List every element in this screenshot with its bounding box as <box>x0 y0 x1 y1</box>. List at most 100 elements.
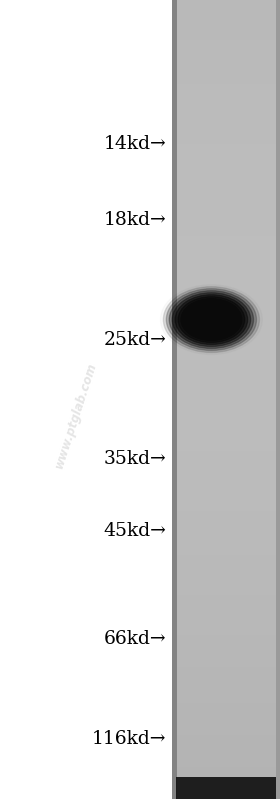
Bar <box>172 566 280 571</box>
Bar <box>172 255 280 260</box>
Bar <box>172 331 280 336</box>
Bar <box>172 367 280 372</box>
Bar <box>172 662 280 667</box>
Bar <box>172 119 280 124</box>
Bar <box>172 654 280 659</box>
Bar <box>172 475 280 479</box>
Ellipse shape <box>172 292 251 347</box>
Bar <box>172 339 280 344</box>
Bar <box>172 786 280 791</box>
Bar <box>172 347 280 352</box>
Bar <box>172 706 280 711</box>
Bar <box>172 319 280 324</box>
Bar <box>172 443 280 447</box>
Bar <box>172 99 280 104</box>
Bar <box>172 519 280 523</box>
Bar <box>172 415 280 419</box>
Bar <box>172 343 280 348</box>
Bar <box>172 207 280 212</box>
Bar <box>172 303 280 308</box>
Bar <box>172 171 280 176</box>
Bar <box>172 67 280 72</box>
Bar <box>172 463 280 467</box>
Bar <box>172 582 280 587</box>
Bar <box>172 163 280 168</box>
Bar <box>172 275 280 280</box>
Bar <box>172 439 280 443</box>
Bar <box>172 698 280 703</box>
Bar <box>172 63 280 68</box>
Bar <box>172 327 280 332</box>
Bar <box>172 23 280 28</box>
Bar <box>172 407 280 411</box>
Bar <box>172 0 177 799</box>
Bar <box>172 730 280 735</box>
Bar <box>172 455 280 459</box>
Bar <box>176 777 276 799</box>
Bar <box>172 283 280 288</box>
Bar <box>172 774 280 779</box>
Bar <box>172 527 280 531</box>
Bar <box>172 523 280 527</box>
Bar <box>172 183 280 188</box>
Bar <box>172 215 280 220</box>
Bar <box>172 43 280 48</box>
Bar <box>172 227 280 232</box>
Bar <box>172 718 280 723</box>
Bar <box>172 395 280 400</box>
Bar <box>172 714 280 719</box>
Bar <box>172 686 280 691</box>
Bar <box>172 403 280 407</box>
Bar <box>172 19 280 24</box>
Bar <box>172 431 280 435</box>
Ellipse shape <box>178 296 245 343</box>
Bar <box>172 31 280 36</box>
Bar <box>172 479 280 483</box>
Bar <box>172 151 280 156</box>
Bar <box>172 539 280 543</box>
Bar <box>172 175 280 180</box>
Bar <box>172 143 280 148</box>
Bar <box>172 606 280 611</box>
Bar <box>172 107 280 112</box>
Bar <box>172 79 280 84</box>
Bar <box>172 399 280 403</box>
Bar <box>172 131 280 136</box>
Bar <box>172 199 280 204</box>
Bar <box>172 646 280 651</box>
Bar <box>172 614 280 619</box>
Bar <box>172 555 280 559</box>
Bar <box>172 618 280 623</box>
Bar <box>172 570 280 575</box>
Bar <box>172 203 280 208</box>
Bar <box>172 423 280 427</box>
Ellipse shape <box>181 299 242 340</box>
Bar <box>172 447 280 451</box>
Bar <box>172 235 280 240</box>
Bar <box>172 0 280 4</box>
Bar <box>172 59 280 64</box>
Bar <box>172 35 280 40</box>
Bar <box>172 726 280 731</box>
Bar <box>172 674 280 679</box>
Bar <box>172 762 280 767</box>
Bar <box>172 626 280 631</box>
Bar <box>172 778 280 783</box>
Bar <box>172 219 280 224</box>
Bar <box>172 427 280 431</box>
Bar <box>172 231 280 236</box>
Bar <box>172 383 280 388</box>
Bar <box>172 159 280 164</box>
Bar <box>172 135 280 140</box>
Ellipse shape <box>166 288 256 351</box>
Bar <box>172 578 280 583</box>
Text: 14kd→: 14kd→ <box>104 135 167 153</box>
Bar <box>172 547 280 551</box>
Bar <box>172 790 280 795</box>
Bar <box>172 95 280 100</box>
Bar <box>172 754 280 759</box>
Bar <box>172 746 280 751</box>
Bar <box>172 694 280 699</box>
Bar <box>172 299 280 304</box>
Text: 18kd→: 18kd→ <box>104 211 167 229</box>
